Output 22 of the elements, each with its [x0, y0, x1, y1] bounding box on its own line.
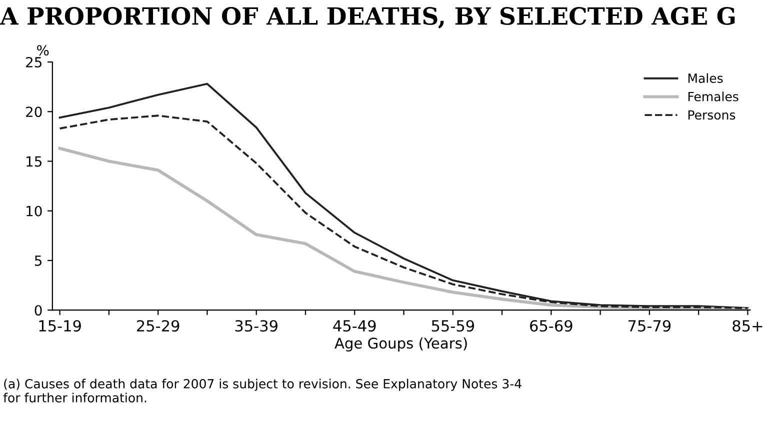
- x-tick-label: 65-69: [530, 320, 572, 332]
- x-tick-label: 55-59: [432, 320, 474, 332]
- x-tick-label: 25-29: [136, 320, 180, 332]
- legend-label: Males: [688, 73, 723, 83]
- x-tick-label: 15-19: [39, 320, 81, 332]
- y-tick-label: 10: [26, 206, 42, 216]
- y-tick-label: 20: [26, 106, 42, 118]
- y-tick-label: 5: [34, 256, 42, 266]
- y-tick-label: 25: [26, 56, 42, 68]
- line-series: [58, 146, 750, 310]
- text: (a) Causes of death data for 2007 is subject to revision. See Explanatory Notes 3-4 for further information.: [3, 378, 522, 402]
- legend-label: Females: [688, 92, 738, 102]
- x-tick-label: 75-79: [628, 320, 671, 332]
- y-tick-label: 15: [26, 156, 42, 167]
- chart-title: A PROPORTION OF ALL DEATHS, BY SELECTED AGE G: [0, 7, 735, 28]
- x-axis-title: Age Goups (Years): [334, 337, 467, 352]
- x-tick-label: 45-49: [333, 320, 376, 332]
- y-tick-label: 0: [34, 305, 42, 316]
- x-tick-label: 85+: [732, 320, 762, 332]
- legend-label: Persons: [688, 110, 736, 120]
- y-axis-title: %: [37, 45, 49, 56]
- x-tick-label: 35-39: [235, 320, 278, 332]
